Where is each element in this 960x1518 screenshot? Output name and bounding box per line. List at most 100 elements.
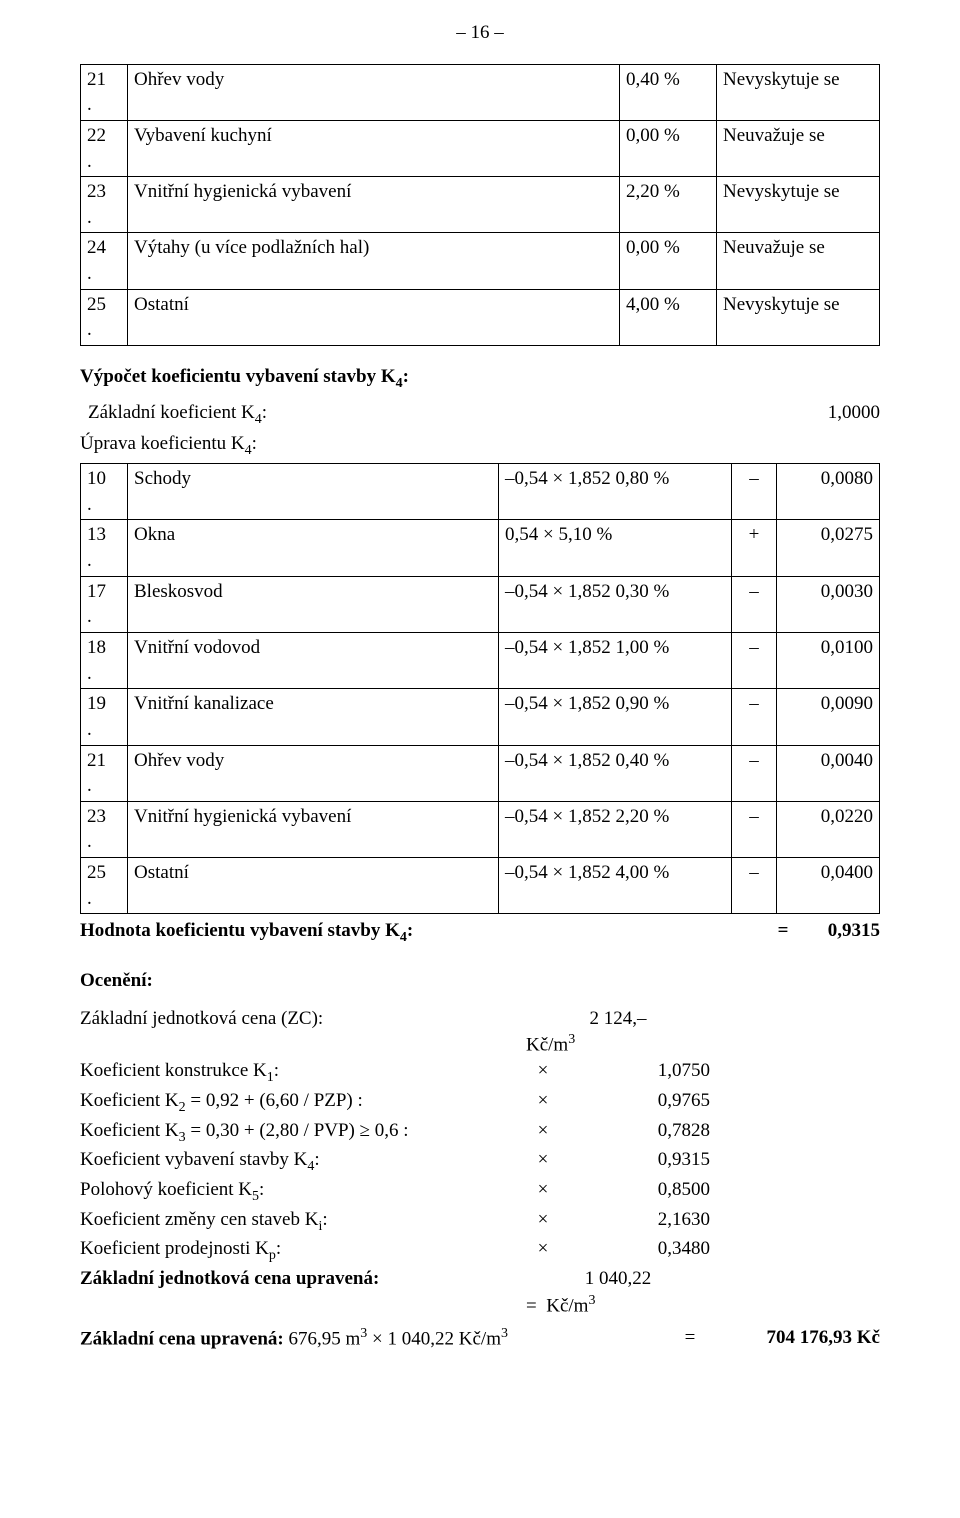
hodnota-eq: = — [766, 918, 800, 948]
calc-label-sub: 1 — [267, 1070, 274, 1085]
row-number: 25. — [81, 289, 128, 345]
calc-sym: × — [526, 1118, 560, 1148]
row-number: 19. — [81, 689, 128, 745]
uprava-sub: 4 — [245, 443, 252, 458]
zc-unit-prefix: Kč/m — [526, 1035, 568, 1056]
upr-unit-exp: 3 — [588, 1293, 595, 1308]
row-number: 23. — [81, 801, 128, 857]
calc-block: Základní jednotková cena (ZC): 2 124,– K… — [80, 1006, 880, 1352]
k4-sub: 4 — [396, 376, 403, 391]
calc-label: Koeficient změny cen staveb Ki: — [80, 1207, 526, 1237]
calc-sym: × — [526, 1088, 560, 1118]
calc-label-sub: 3 — [179, 1129, 186, 1144]
calc-label-sub: 5 — [252, 1189, 259, 1204]
row-num-text: 23 — [87, 806, 106, 827]
calc-label-text: Polohový koeficient K — [80, 1179, 252, 1200]
upr-eq: = — [526, 1295, 537, 1316]
row-dot-text: . — [87, 94, 92, 115]
row-desc: Neuvažuje se — [717, 233, 880, 289]
row-num-text: 21 — [87, 750, 106, 771]
row-pct: 0,00 % — [620, 120, 717, 176]
components-table: 21.Ohřev vody0,40 %Nevyskytuje se22.Vyba… — [80, 64, 880, 346]
vypocet-heading-text: Výpočet koeficientu vybavení stavby K — [80, 366, 396, 387]
zc-unit: Kč/m3 — [526, 1031, 710, 1058]
zakladni-koef-value: 1,0000 — [790, 400, 880, 430]
row-formula: –0,54 × 1,852 0,80 % — [499, 464, 732, 520]
row-num-text: 18 — [87, 637, 106, 658]
final-times: × — [367, 1328, 387, 1349]
row-name: Ostatní — [128, 858, 499, 914]
table-row: 21.Ohřev vody–0,54 × 1,852 0,40 %–0,0040 — [81, 745, 880, 801]
row-result: 0,0030 — [777, 576, 880, 632]
zc-spacer — [710, 1006, 880, 1032]
row-result: 0,0080 — [777, 464, 880, 520]
row-name: Vnitřní hygienická vybavení — [128, 801, 499, 857]
calc-label: Koeficient K3 = 0,30 + (2,80 / PVP) ≥ 0,… — [80, 1118, 526, 1148]
table-row: 10.Schody–0,54 × 1,852 0,80 %–0,0080 — [81, 464, 880, 520]
row-number: 13. — [81, 520, 128, 576]
page-number: – 16 – — [80, 20, 880, 46]
table-row: 25.Ostatní4,00 %Nevyskytuje se — [81, 289, 880, 345]
row-desc: Neuvažuje se — [717, 120, 880, 176]
calc-value: 1,0750 — [560, 1058, 710, 1088]
calc-sym: × — [526, 1207, 560, 1237]
row-pct: 2,20 % — [620, 177, 717, 233]
calc-label-text: Koeficient prodejnosti K — [80, 1238, 269, 1259]
calc-label-text: Koeficient změny cen staveb K — [80, 1209, 318, 1230]
calc-row: Polohový koeficient K5:×0,8500 — [80, 1177, 880, 1207]
row-sign: – — [732, 576, 777, 632]
upr-unit-prefix: Kč/m — [546, 1295, 588, 1316]
upr-unit-spacer — [80, 1292, 526, 1319]
calc-value: 0,8500 — [560, 1177, 710, 1207]
calc-spacer — [710, 1058, 880, 1088]
table-row: 13.Okna0,54 × 5,10 %+0,0275 — [81, 520, 880, 576]
row-result: 0,0400 — [777, 858, 880, 914]
zc-value: 2 124,– — [526, 1006, 710, 1032]
calc-label: Koeficient prodejnosti Kp: — [80, 1236, 526, 1266]
zakladni-label-text: Základní koeficient K — [88, 402, 255, 423]
colon-2: : — [262, 402, 267, 423]
zc-label: Základní jednotková cena (ZC): — [80, 1006, 526, 1032]
calc-row: Koeficient vybavení stavby K4:×0,9315 — [80, 1147, 880, 1177]
row-num-text: 13 — [87, 524, 106, 545]
row-name: Ohřev vody — [128, 64, 620, 120]
row-name: Ostatní — [128, 289, 620, 345]
calc-label-suffix: = 0,30 + (2,80 / PVP) ≥ 0,6 : — [186, 1120, 409, 1141]
calc-row: Koeficient K2 = 0,92 + (6,60 / PZP) :×0,… — [80, 1088, 880, 1118]
calc-label-suffix: : — [259, 1179, 264, 1200]
final-expr-a: 676,95 m — [289, 1328, 361, 1349]
row-sign: – — [732, 801, 777, 857]
colon-1: : — [403, 366, 409, 387]
row-formula: –0,54 × 1,852 2,20 % — [499, 801, 732, 857]
row-name: Vnitřní hygienická vybavení — [128, 177, 620, 233]
row-name: Okna — [128, 520, 499, 576]
row-dot-text: . — [87, 888, 92, 909]
row-dot-text: . — [87, 207, 92, 228]
row-name: Výtahy (u více podlažních hal) — [128, 233, 620, 289]
calc-label-text: Koeficient konstrukce K — [80, 1060, 267, 1081]
table-row: 22.Vybavení kuchyní0,00 %Neuvažuje se — [81, 120, 880, 176]
row-formula: –0,54 × 1,852 4,00 % — [499, 858, 732, 914]
row-result: 0,0040 — [777, 745, 880, 801]
row-result: 0,0100 — [777, 632, 880, 688]
adjustments-table: 10.Schody–0,54 × 1,852 0,80 %–0,008013.O… — [80, 463, 880, 914]
hodnota-label: Hodnota koeficientu vybavení stavby K4: — [80, 918, 413, 948]
calc-label-suffix: : — [322, 1209, 327, 1230]
row-number: 21. — [81, 64, 128, 120]
row-num-text: 23 — [87, 181, 106, 202]
calc-spacer — [710, 1236, 880, 1266]
calc-row: Koeficient změny cen staveb Ki:×2,1630 — [80, 1207, 880, 1237]
row-name: Vnitřní kanalizace — [128, 689, 499, 745]
colon-4: : — [407, 920, 413, 941]
row-dot-text: . — [87, 775, 92, 796]
calc-spacer — [710, 1088, 880, 1118]
row-dot-text: . — [87, 831, 92, 852]
final-eq: = — [670, 1325, 710, 1352]
table-row: 18.Vnitřní vodovod–0,54 × 1,852 1,00 %–0… — [81, 632, 880, 688]
calc-value: 2,1630 — [560, 1207, 710, 1237]
upr-unit-spacer2 — [710, 1292, 880, 1319]
row-pct: 0,40 % — [620, 64, 717, 120]
row-name: Bleskosvod — [128, 576, 499, 632]
row-number: 25. — [81, 858, 128, 914]
zc-unit-spacer2 — [710, 1031, 880, 1058]
